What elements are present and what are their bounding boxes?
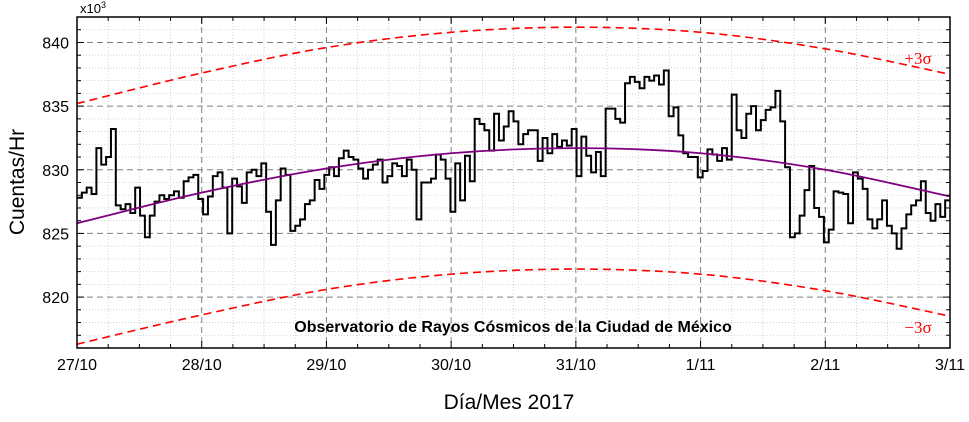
x-tick-label: 31/10 xyxy=(556,357,596,374)
y-multiplier: x103 xyxy=(80,0,106,16)
lower-sigma-band-line xyxy=(76,268,951,345)
x-tick-label: 2/11 xyxy=(810,357,840,374)
y-axis-title: Cuentas/Hr xyxy=(6,129,29,235)
upper-sigma-band-line xyxy=(76,26,951,105)
y-tick-label: 835 xyxy=(42,99,69,116)
x-axis-title: Día/Mes 2017 xyxy=(444,391,575,414)
x-tick-label: 27/10 xyxy=(57,357,97,374)
x-tick-label: 30/10 xyxy=(431,357,471,374)
y-tick-label: 840 xyxy=(42,35,69,52)
count-rate-step-line xyxy=(77,69,950,250)
data-layer xyxy=(76,26,951,345)
y-tick-label: 830 xyxy=(42,163,69,180)
y-multiplier-exponent: 3 xyxy=(101,0,106,10)
chart-annotation: Observatorio de Rayos Cósmicos de la Ciu… xyxy=(294,319,732,336)
y-tick-label: 820 xyxy=(42,290,69,307)
x-tick-label: 28/10 xyxy=(182,357,222,374)
x-tick-label: 3/11 xyxy=(935,357,965,374)
upper-band-label: +3σ xyxy=(904,49,931,68)
y-tick-label: 825 xyxy=(42,226,69,243)
trend-fit-line xyxy=(76,147,951,225)
tick-layer: 27/10 28/10 29/10 30/10 31/10 1/11 2/11 3/11 820… xyxy=(42,16,965,374)
lower-band-label: −3σ xyxy=(904,318,931,337)
x-tick-label: 29/10 xyxy=(306,357,346,374)
grid-layer xyxy=(77,16,950,349)
x-tick-label: 1/11 xyxy=(686,357,716,374)
